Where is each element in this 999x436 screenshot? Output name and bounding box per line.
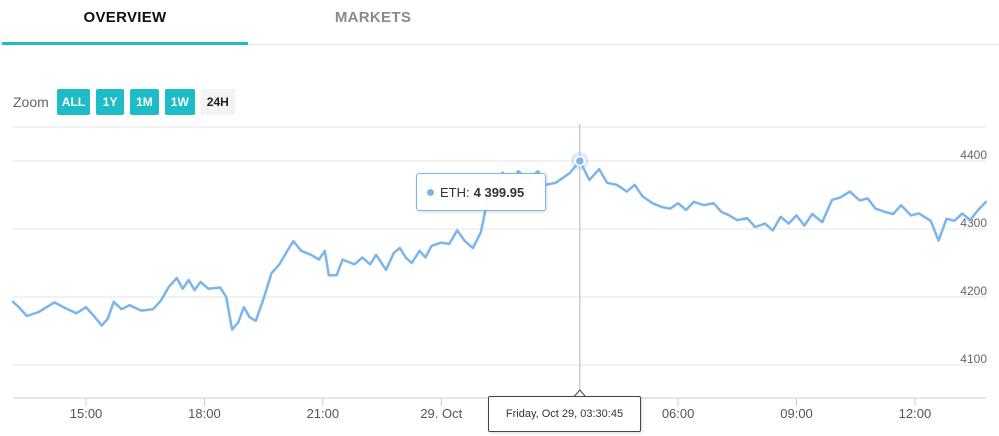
- x-tick-label: 29. Oct: [420, 406, 462, 421]
- zoom-selector: Zoom ALL 1Y 1M 1W 24H: [13, 89, 241, 115]
- x-tick-label: 21:00: [307, 406, 340, 421]
- zoom-1m-button[interactable]: 1M: [130, 89, 159, 115]
- y-tick-label: 4400: [960, 148, 987, 162]
- tooltip-value: 4 399.95: [473, 184, 525, 200]
- y-tick-label: 4300: [960, 216, 987, 230]
- crosshair-date-label: Friday, Oct 29, 03:30:45: [488, 396, 641, 432]
- x-tick-label: 15:00: [70, 406, 103, 421]
- x-tick-label: 09:00: [780, 406, 813, 421]
- tooltip-series-label: ETH:: [440, 184, 470, 200]
- zoom-all-button[interactable]: ALL: [56, 89, 91, 115]
- tab-overview[interactable]: OVERVIEW: [2, 0, 248, 45]
- zoom-24h-button[interactable]: 24H: [200, 89, 235, 115]
- x-tick-label: 06:00: [662, 406, 695, 421]
- zoom-label: Zoom: [13, 94, 49, 110]
- zoom-1w-button[interactable]: 1W: [164, 89, 195, 115]
- tab-markets[interactable]: MARKETS: [334, 9, 412, 26]
- tooltip-series-dot: [427, 188, 434, 196]
- hover-point: [574, 155, 586, 167]
- zoom-1y-button[interactable]: 1Y: [96, 89, 125, 115]
- y-tick-label: 4200: [960, 284, 987, 298]
- eth-price-line: [11, 159, 988, 331]
- x-tick-label: 18:00: [188, 406, 221, 421]
- y-tick-label: 4100: [960, 352, 987, 366]
- x-tick-label: 12:00: [899, 406, 932, 421]
- price-tooltip: ETH: 4 399.95: [416, 173, 546, 211]
- tab-bar: OVERVIEW MARKETS: [0, 0, 999, 45]
